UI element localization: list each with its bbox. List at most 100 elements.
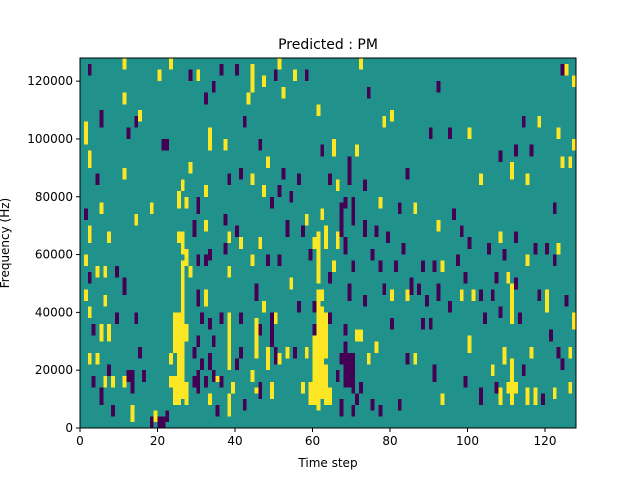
heatmap-cell-low: [258, 138, 263, 151]
heatmap-cell-low: [130, 370, 135, 394]
heatmap-cell-low: [207, 248, 212, 261]
heatmap-cell-low: [409, 277, 414, 296]
heatmap-cell-low: [405, 352, 410, 365]
heatmap-cell-low: [281, 167, 286, 180]
y-tick-label: 60000: [35, 248, 73, 262]
heatmap-cell-low: [134, 115, 139, 128]
heatmap-cell-low: [285, 219, 290, 238]
heatmap-cell-low: [459, 225, 464, 238]
heatmap-cell-low: [467, 237, 472, 249]
y-tick-label: 100000: [27, 132, 73, 146]
heatmap-cell-low: [517, 312, 522, 324]
heatmap-cell-low: [196, 289, 201, 307]
heatmap-cell-high: [180, 231, 185, 255]
x-tick-label: 20: [150, 434, 165, 448]
heatmap-cell-high: [405, 289, 410, 301]
heatmap-cell-low: [374, 225, 379, 238]
heatmap-cell-high: [537, 115, 542, 128]
heatmap-cell-high: [335, 179, 340, 191]
heatmap-cell-high: [87, 306, 92, 319]
heatmap-cell-low: [238, 347, 243, 359]
heatmap-cell-high: [95, 266, 100, 278]
heatmap-cell-high: [312, 237, 317, 249]
heatmap-cell-high: [545, 289, 549, 313]
heatmap-cell-low: [486, 243, 491, 255]
heatmap-cell-low: [432, 260, 437, 272]
heatmap-cell-low: [142, 370, 146, 382]
heatmap-cell-low: [378, 260, 383, 272]
heatmap-cell-high: [359, 58, 363, 70]
heatmap-cell-low: [204, 254, 208, 267]
heatmap-cell-high: [107, 231, 112, 243]
heatmap-cell-low: [362, 295, 367, 307]
heatmap-cell-low: [521, 115, 526, 128]
heatmap-cell-low: [320, 144, 325, 157]
heatmap-cell-high: [246, 92, 251, 105]
heatmap-cell-low: [537, 289, 542, 301]
heatmap-cell-low: [479, 289, 484, 301]
heatmap-cell-low: [114, 266, 119, 278]
heatmap-cell-high: [180, 318, 185, 400]
heatmap-cell-high: [572, 138, 577, 151]
heatmap-cell-low: [436, 81, 441, 93]
heatmap-cell-low: [211, 335, 216, 348]
heatmap-cell-low: [304, 69, 309, 82]
heatmap-cell-low: [297, 173, 301, 186]
heatmap-cell-low: [424, 295, 429, 307]
heatmap-cell-high: [207, 393, 212, 405]
heatmap-cell-low: [362, 179, 367, 191]
heatmap-cell-high: [413, 202, 418, 215]
heatmap-cell-low: [533, 243, 538, 255]
heatmap-cell-low: [397, 399, 402, 411]
heatmap-cell-low: [359, 381, 363, 394]
y-axis: 0 20000 40000 60000 80000 100000 120000: [27, 74, 80, 435]
heatmap-cell-high: [490, 364, 495, 376]
heatmap-cell-high: [87, 150, 92, 168]
heatmap-cell-low: [355, 393, 360, 405]
heatmap-cell-high: [207, 127, 212, 151]
heatmap-cell-high: [173, 312, 177, 353]
heatmap-cell-high: [331, 260, 336, 272]
heatmap-cell-low: [463, 375, 468, 388]
heatmap-cell-low: [196, 196, 201, 215]
heatmap-cell-high: [134, 214, 139, 226]
heatmap-cell-low: [328, 312, 332, 324]
heatmap-cell-low: [560, 358, 565, 371]
heatmap-cell-low: [161, 138, 166, 151]
heatmap-cell-high: [320, 289, 325, 301]
heatmap-cell-high: [231, 381, 236, 394]
heatmap-cell-low: [219, 63, 224, 76]
heatmap-cell-low: [521, 364, 526, 376]
heatmap-cell-low: [204, 375, 208, 388]
heatmap-cell-low: [266, 254, 270, 267]
y-tick-label: 20000: [35, 363, 73, 377]
heatmap-cell-low: [494, 271, 499, 284]
heatmap-cell-low: [254, 283, 259, 301]
heatmap-cell-high: [83, 121, 88, 145]
heatmap-cell-low: [541, 393, 546, 405]
heatmap-cell-high: [529, 347, 534, 359]
x-tick-label: 120: [534, 434, 557, 448]
heatmap-cell-high: [266, 347, 270, 371]
heatmap-cell-high: [169, 375, 174, 388]
heatmap-cell-high: [510, 358, 515, 405]
heatmap-cell-high: [262, 75, 267, 87]
heatmap-cell-low: [165, 138, 170, 151]
heatmap-cell-high: [440, 260, 445, 272]
heatmap-cell-high: [324, 312, 329, 359]
heatmap-cell-low: [91, 375, 96, 388]
heatmap-cell-high: [320, 306, 325, 400]
heatmap-cell-high: [467, 127, 472, 139]
heatmap-cell-low: [149, 416, 154, 428]
heatmap-cell-low: [417, 283, 422, 296]
heatmap-cell-high: [204, 185, 208, 197]
heatmap-cell-low: [196, 254, 201, 267]
heatmap-cell-high: [250, 63, 255, 93]
heatmap-cell-high: [99, 323, 104, 342]
heatmap-cell-low: [227, 173, 232, 186]
heatmap-cell-high: [169, 58, 174, 70]
heatmap-cell-low: [452, 208, 456, 220]
heatmap-cell-high: [99, 202, 104, 215]
heatmap-cell-low: [347, 352, 352, 388]
x-tick-label: 80: [382, 434, 397, 448]
